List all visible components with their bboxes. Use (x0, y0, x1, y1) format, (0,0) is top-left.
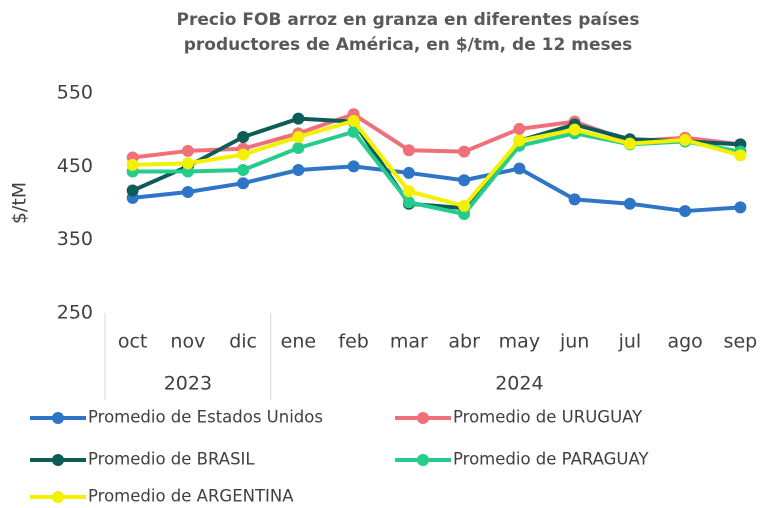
data-point (513, 134, 526, 147)
data-point (292, 164, 305, 176)
x-tick-label: mar (390, 331, 428, 353)
data-point (292, 112, 305, 125)
data-point (679, 205, 692, 218)
y-tick-label: 350 (57, 228, 93, 250)
data-point (458, 174, 471, 187)
data-point (623, 197, 636, 210)
legend-marker (52, 491, 64, 503)
data-point (237, 177, 250, 190)
y-axis-label: $/tM (9, 182, 31, 224)
x-tick-label: dic (229, 331, 257, 353)
data-point (347, 114, 360, 127)
series-line (132, 112, 741, 160)
data-point (292, 131, 305, 143)
legend-marker (417, 412, 429, 424)
legend-label: Promedio de PARAGUAY (453, 450, 650, 469)
y-tick-label: 250 (57, 302, 93, 324)
y-tick-label: 550 (57, 82, 93, 104)
data-point (734, 149, 747, 162)
data-point (568, 193, 581, 206)
x-group-label: 2023 (164, 373, 212, 395)
legend-marker (52, 412, 64, 424)
data-point (402, 144, 415, 157)
legend-marker (52, 454, 64, 466)
data-point (181, 157, 194, 170)
data-point (679, 133, 692, 146)
legend-label: Promedio de ARGENTINA (88, 487, 294, 506)
data-point (734, 201, 747, 214)
x-tick-label: may (499, 331, 540, 353)
data-point (513, 122, 526, 135)
data-point (237, 148, 250, 161)
data-point (513, 162, 526, 175)
series-line (132, 118, 741, 208)
data-point (347, 160, 360, 173)
data-point (402, 185, 415, 198)
data-point (126, 184, 139, 197)
chart-title: Precio FOB arroz en granza en diferentes… (177, 10, 640, 30)
x-tick-label: sep (724, 331, 758, 353)
data-point (181, 186, 194, 198)
chart-title: productores de América, en $/tm, de 12 m… (184, 35, 633, 55)
data-point (347, 125, 360, 138)
x-tick-label: oct (118, 331, 148, 353)
x-tick-label: jun (559, 331, 589, 353)
data-point (237, 164, 250, 176)
y-tick-label: 450 (57, 155, 93, 177)
data-point (568, 123, 581, 136)
data-point (237, 131, 250, 143)
series-line (131, 116, 741, 211)
data-point (181, 144, 194, 157)
x-tick-label: feb (338, 331, 368, 353)
data-point (623, 137, 636, 150)
x-tick-label: ene (281, 331, 316, 353)
x-tick-label: nov (170, 331, 205, 353)
x-tick-label: ago (667, 331, 702, 353)
x-tick-label: jul (618, 331, 642, 353)
data-point (458, 199, 471, 212)
legend-label: Promedio de Estados Unidos (88, 408, 323, 427)
data-point (126, 158, 139, 171)
data-point (458, 145, 471, 158)
x-tick-label: abr (448, 331, 480, 353)
legend-label: Promedio de BRASIL (88, 450, 255, 469)
legend-marker (417, 454, 429, 466)
legend-label: Promedio de URUGUAY (453, 408, 643, 427)
data-point (402, 196, 415, 209)
data-point (292, 142, 305, 154)
series-line (132, 164, 741, 214)
data-point (402, 166, 415, 179)
x-group-label: 2024 (495, 373, 543, 395)
